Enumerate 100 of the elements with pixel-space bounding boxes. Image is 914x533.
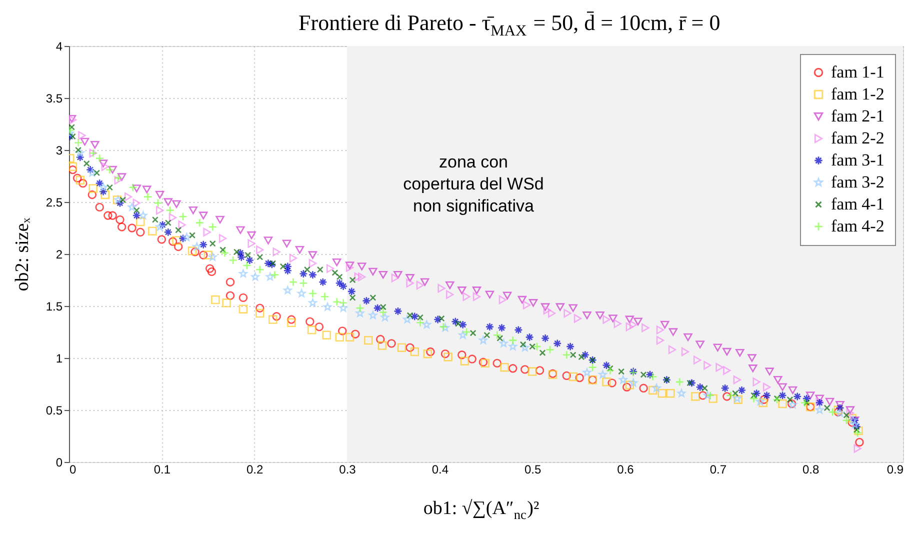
point bbox=[462, 292, 470, 301]
point bbox=[687, 378, 696, 388]
point bbox=[74, 138, 83, 148]
point bbox=[78, 178, 88, 188]
point bbox=[394, 306, 402, 316]
x-tick-label: 0.1 bbox=[154, 462, 171, 476]
point bbox=[88, 184, 98, 193]
point bbox=[94, 170, 100, 176]
point bbox=[602, 360, 611, 370]
point bbox=[602, 378, 611, 386]
point bbox=[500, 363, 509, 372]
point bbox=[222, 298, 231, 308]
point bbox=[706, 391, 715, 400]
point bbox=[406, 278, 414, 288]
point bbox=[114, 174, 122, 182]
point bbox=[458, 350, 466, 360]
point bbox=[228, 256, 238, 265]
point bbox=[270, 270, 280, 280]
point bbox=[76, 152, 84, 162]
point bbox=[204, 250, 212, 260]
point bbox=[128, 224, 136, 232]
point bbox=[148, 226, 157, 236]
point bbox=[629, 378, 638, 387]
x-tick-label: 0.4 bbox=[432, 462, 449, 476]
point bbox=[438, 315, 445, 322]
point bbox=[614, 319, 622, 328]
point bbox=[648, 386, 658, 395]
point bbox=[618, 368, 625, 375]
point bbox=[824, 404, 830, 412]
point bbox=[156, 206, 164, 215]
point bbox=[332, 297, 342, 306]
point bbox=[778, 391, 787, 400]
point bbox=[514, 326, 523, 334]
point bbox=[323, 302, 332, 311]
point bbox=[380, 313, 390, 322]
point bbox=[760, 395, 768, 404]
point bbox=[722, 392, 732, 401]
y-tick-label: 1.5 bbox=[46, 300, 63, 314]
point bbox=[703, 391, 712, 400]
point bbox=[535, 366, 544, 375]
point bbox=[347, 287, 356, 296]
point bbox=[203, 228, 211, 237]
point bbox=[403, 315, 412, 324]
point bbox=[256, 265, 264, 274]
point bbox=[338, 282, 348, 291]
point bbox=[752, 378, 760, 386]
point bbox=[686, 380, 694, 386]
point bbox=[828, 408, 837, 416]
point bbox=[189, 232, 196, 239]
point bbox=[546, 345, 554, 354]
point bbox=[308, 270, 318, 280]
point bbox=[568, 372, 578, 382]
point bbox=[468, 354, 476, 364]
point bbox=[101, 162, 109, 171]
point bbox=[268, 315, 278, 324]
point bbox=[397, 343, 406, 352]
point bbox=[850, 420, 859, 428]
point bbox=[416, 318, 425, 327]
point bbox=[245, 256, 254, 265]
point bbox=[335, 278, 344, 288]
point bbox=[580, 350, 590, 360]
point bbox=[88, 190, 97, 200]
point bbox=[622, 382, 632, 392]
point bbox=[852, 422, 862, 431]
point bbox=[522, 300, 531, 310]
point bbox=[136, 217, 145, 226]
point bbox=[508, 364, 518, 373]
point bbox=[629, 320, 638, 330]
x-tick-label: 0.5 bbox=[524, 462, 542, 476]
point bbox=[562, 350, 571, 360]
x-tick-label: 0.3 bbox=[339, 462, 356, 476]
y-tick-label: 3 bbox=[56, 144, 63, 158]
point bbox=[406, 343, 414, 352]
point bbox=[69, 165, 78, 174]
point bbox=[496, 334, 504, 342]
point bbox=[178, 212, 188, 221]
point bbox=[211, 295, 220, 304]
point bbox=[117, 222, 126, 232]
point bbox=[287, 318, 296, 327]
point bbox=[646, 370, 654, 379]
point bbox=[116, 215, 124, 224]
point bbox=[338, 298, 348, 308]
point bbox=[370, 294, 376, 301]
point bbox=[132, 211, 142, 220]
x-tick-label: 0.6 bbox=[617, 462, 634, 476]
point bbox=[698, 391, 708, 400]
point bbox=[458, 330, 468, 339]
point bbox=[540, 334, 550, 343]
y-tick-label: 2 bbox=[56, 248, 63, 262]
point bbox=[762, 382, 771, 392]
point bbox=[272, 312, 281, 321]
legend-label: fam 2-2 bbox=[831, 128, 884, 148]
point bbox=[266, 272, 274, 281]
point bbox=[720, 384, 730, 393]
point bbox=[658, 389, 666, 398]
point bbox=[350, 330, 360, 338]
point bbox=[322, 330, 331, 340]
point bbox=[562, 371, 571, 380]
point bbox=[304, 266, 310, 273]
point bbox=[280, 263, 286, 270]
